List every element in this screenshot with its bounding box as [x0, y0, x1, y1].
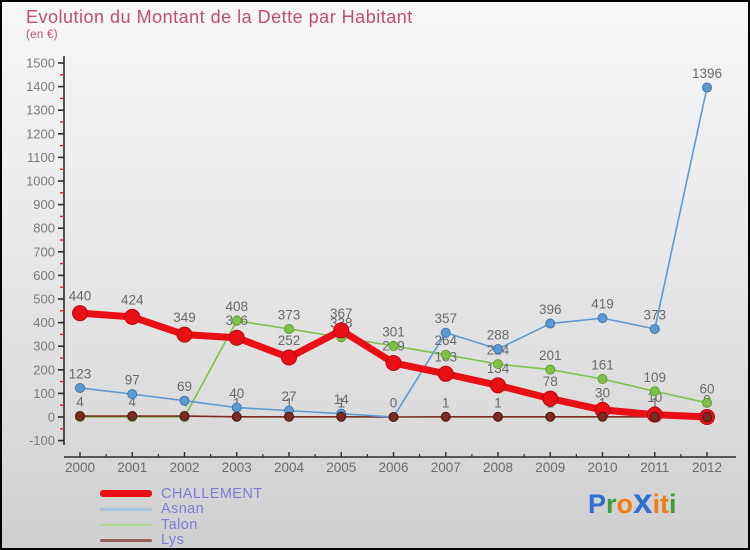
svg-text:2000: 2000	[65, 460, 95, 475]
svg-text:1000: 1000	[26, 174, 55, 189]
svg-text:373: 373	[278, 307, 301, 322]
svg-text:1: 1	[442, 395, 450, 410]
svg-text:1400: 1400	[26, 79, 55, 94]
legend-label: CHALLEMENT	[161, 485, 263, 502]
svg-text:40: 40	[229, 386, 244, 401]
svg-text:900: 900	[33, 197, 55, 212]
logo-letter: P	[588, 489, 607, 519]
svg-text:2005: 2005	[326, 460, 356, 475]
legend-swatch	[100, 490, 152, 498]
svg-text:700: 700	[33, 244, 55, 259]
svg-text:60: 60	[699, 381, 714, 396]
logo-letter: o	[616, 489, 634, 519]
svg-text:300: 300	[33, 339, 55, 354]
svg-text:1: 1	[494, 395, 502, 410]
legend-label: Asnan	[161, 501, 205, 517]
svg-text:1500: 1500	[26, 56, 55, 71]
svg-text:-100: -100	[29, 433, 55, 448]
svg-text:373: 373	[643, 307, 666, 322]
legend-item-lys: Lys	[100, 533, 263, 549]
svg-text:2002: 2002	[169, 460, 199, 475]
svg-text:30: 30	[595, 385, 610, 400]
svg-text:1396: 1396	[692, 66, 722, 81]
svg-text:201: 201	[539, 348, 562, 363]
chart-legend: CHALLEMENT Asnan Talon Lys	[100, 486, 263, 548]
svg-text:500: 500	[33, 292, 55, 307]
svg-text:2008: 2008	[483, 460, 513, 475]
svg-text:1: 1	[651, 395, 659, 410]
svg-text:4: 4	[76, 395, 84, 410]
line-chart: -100010020030040050060070080090010001100…	[26, 56, 736, 475]
svg-text:440: 440	[69, 289, 92, 304]
svg-text:288: 288	[487, 328, 510, 343]
logo-letter: r	[606, 489, 617, 519]
svg-text:2001: 2001	[117, 460, 147, 475]
legend-swatch	[100, 508, 152, 511]
svg-text:1100: 1100	[27, 150, 55, 165]
svg-text:800: 800	[33, 221, 55, 236]
svg-text:0: 0	[48, 410, 55, 425]
legend-item-challement: CHALLEMENT	[100, 486, 263, 502]
svg-text:301: 301	[382, 324, 405, 339]
svg-text:2007: 2007	[431, 460, 461, 475]
svg-text:161: 161	[591, 358, 614, 373]
svg-text:349: 349	[173, 310, 196, 325]
svg-text:264: 264	[434, 333, 457, 348]
svg-text:600: 600	[33, 268, 55, 283]
svg-text:123: 123	[69, 366, 92, 381]
svg-text:69: 69	[177, 379, 192, 394]
svg-text:2010: 2010	[587, 460, 617, 475]
svg-text:408: 408	[225, 299, 248, 314]
legend-swatch	[100, 523, 152, 526]
svg-text:2006: 2006	[378, 460, 408, 475]
chart-title: Evolution du Montant de la Dette par Hab…	[26, 7, 413, 27]
legend-label: Lys	[161, 532, 185, 548]
svg-text:0: 0	[390, 396, 398, 411]
svg-text:2003: 2003	[222, 460, 252, 475]
svg-text:109: 109	[643, 370, 666, 385]
svg-text:1300: 1300	[26, 103, 55, 118]
svg-text:27: 27	[281, 389, 296, 404]
svg-text:2011: 2011	[640, 460, 669, 475]
svg-text:1: 1	[337, 395, 345, 410]
svg-text:4: 4	[128, 395, 136, 410]
chart-unit-label: (en €)	[26, 29, 58, 41]
logo-letter: t	[660, 489, 670, 519]
legend-item-asnan: Asnan	[100, 502, 263, 518]
logo-letter: i	[652, 489, 661, 519]
svg-text:1200: 1200	[26, 126, 55, 141]
svg-text:400: 400	[33, 315, 55, 330]
svg-text:2012: 2012	[692, 460, 722, 475]
legend-swatch	[100, 539, 152, 542]
svg-text:396: 396	[539, 302, 562, 317]
svg-text:14: 14	[334, 392, 350, 407]
svg-text:252: 252	[278, 333, 301, 348]
legend-label: Talon	[161, 516, 198, 533]
svg-text:200: 200	[33, 362, 55, 377]
svg-text:2004: 2004	[274, 460, 305, 475]
logo-letter: i	[669, 489, 677, 519]
proxiti-logo: Proxiti	[588, 482, 677, 522]
svg-text:367: 367	[330, 306, 353, 321]
svg-text:357: 357	[434, 311, 457, 326]
svg-text:100: 100	[33, 386, 55, 401]
svg-text:419: 419	[591, 297, 614, 312]
svg-text:1: 1	[285, 395, 293, 410]
svg-text:78: 78	[543, 374, 558, 389]
svg-text:2009: 2009	[535, 460, 565, 475]
svg-text:97: 97	[125, 373, 140, 388]
legend-item-talon: Talon	[100, 517, 263, 533]
svg-text:424: 424	[121, 292, 144, 307]
logo-letter: x	[633, 482, 653, 521]
